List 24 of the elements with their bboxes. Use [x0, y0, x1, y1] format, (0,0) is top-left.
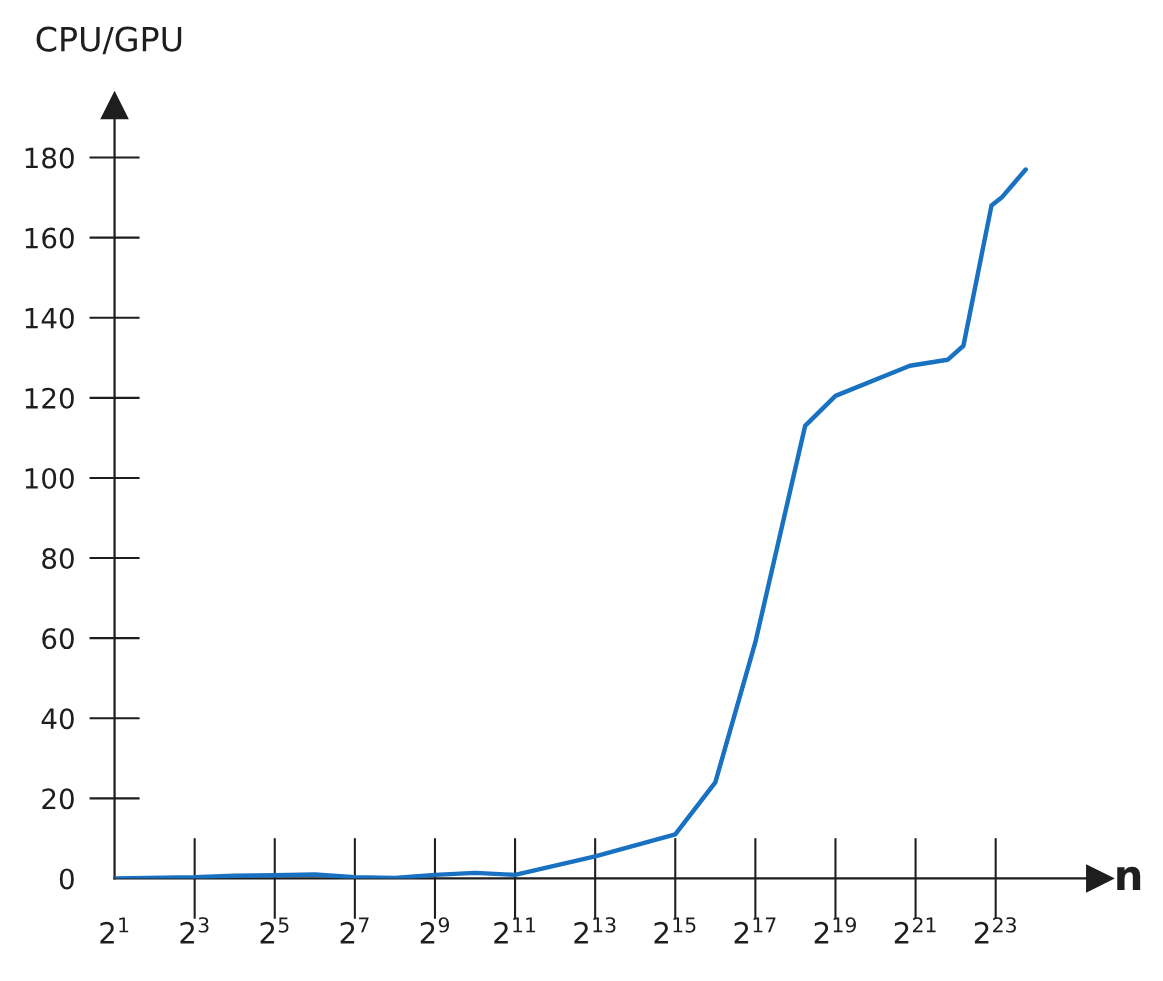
y-tick-label: 180	[25, 147, 74, 169]
x-tick-label: 2$^{17}$	[734, 917, 776, 944]
y-tick-label: 20	[42, 788, 74, 810]
y-tick-label: 80	[42, 548, 74, 570]
y-tick-label: 40	[41, 708, 74, 730]
y-axis-title: CPU/GPU	[36, 26, 182, 55]
x-tick-label: 2$^{5}$	[260, 917, 289, 944]
x-tick-label: 2$^{13}$	[574, 917, 616, 944]
x-tick-label: 2$^{23}$	[974, 917, 1016, 944]
x-tick-label: 2$^{7}$	[340, 917, 369, 944]
x-tick-label: 2$^{9}$	[420, 917, 450, 944]
x-tick-label: 2$^{15}$	[654, 917, 696, 944]
x-tick-label: 2$^{21}$	[894, 917, 936, 944]
y-tick-label: 120	[25, 387, 74, 409]
x-tick-label: 2$^{11}$	[494, 917, 536, 944]
y-tick-label: 60	[42, 628, 74, 650]
x-tick-label: 2$^{19}$	[814, 917, 856, 944]
y-tick-label: 0	[59, 868, 74, 890]
y-tick-label: 100	[25, 467, 74, 489]
y-tick-label: 140	[25, 307, 74, 329]
y-tick-label: 160	[25, 227, 74, 249]
x-tick-label: 2$^{3}$	[180, 917, 209, 944]
x-axis-title: n	[1117, 866, 1141, 890]
x-tick-label: 2$^{1}$	[100, 917, 129, 944]
